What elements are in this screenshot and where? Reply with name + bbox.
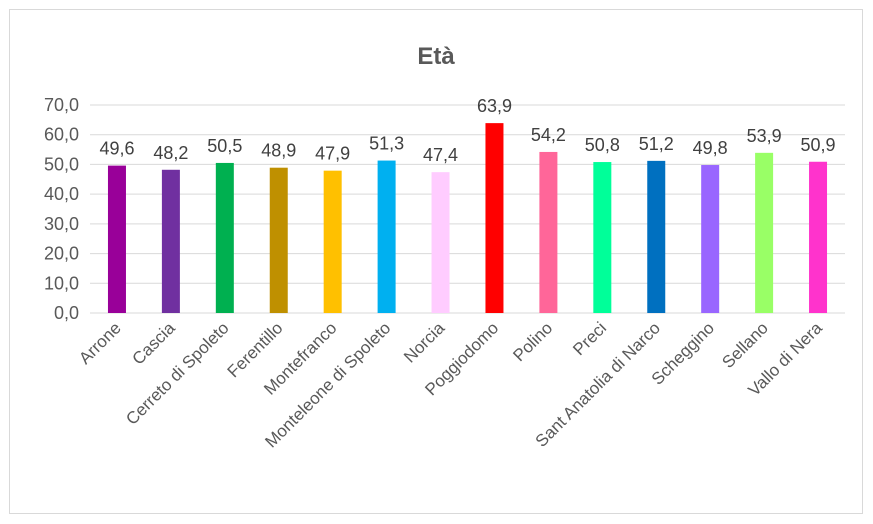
y-tick-label: 70,0 [44, 95, 79, 115]
data-label: 51,2 [639, 134, 674, 154]
chart-title: Età [417, 43, 455, 70]
x-category-label: Polino [509, 318, 556, 365]
bar [431, 172, 450, 313]
y-tick-label: 10,0 [44, 273, 79, 293]
bar [701, 165, 720, 313]
bar-chart: Età 0,0 10,0 20,0 30,0 40,0 50,0 60,0 70,0 49,6… [44, 43, 845, 451]
y-tick-label: 60,0 [44, 125, 79, 145]
y-tick-label: 30,0 [44, 214, 79, 234]
data-labels: 49,6 48,2 50,5 48,9 47,9 51,3 47,4 63,9 54,2 50,8… [99, 96, 835, 165]
data-label: 48,9 [261, 141, 296, 161]
chart-area: Età 0,0 10,0 20,0 30,0 40,0 50,0 60,0 70,0 49,6… [9, 9, 863, 514]
bar [107, 165, 126, 313]
bar [215, 162, 234, 313]
data-label: 47,4 [423, 145, 458, 165]
x-category-label: Preci [569, 318, 610, 359]
y-tick-label: 0,0 [54, 303, 79, 323]
data-label: 50,8 [585, 135, 620, 155]
y-tick-label: 20,0 [44, 244, 79, 264]
bar [809, 161, 828, 313]
bar [377, 160, 396, 313]
bar [647, 160, 666, 313]
bar [161, 169, 180, 313]
x-category-label: Cascia [129, 318, 180, 369]
data-label: 49,8 [693, 138, 728, 158]
data-label: 51,3 [369, 134, 404, 154]
bars [107, 123, 828, 313]
x-category-label: Arrone [75, 318, 125, 368]
data-label: 48,2 [153, 143, 188, 163]
data-label: 49,6 [99, 139, 134, 159]
bar [485, 123, 504, 313]
gridlines [90, 104, 845, 314]
x-category-label: Norcia [400, 318, 449, 367]
data-label: 50,9 [801, 135, 836, 155]
bar [539, 151, 558, 313]
x-category-label: Cerreto di Spoleto [122, 318, 232, 428]
data-label: 47,9 [315, 144, 350, 164]
y-tick-label: 40,0 [44, 184, 79, 204]
data-label: 50,5 [207, 136, 242, 156]
data-label: 63,9 [477, 96, 512, 116]
bar [323, 170, 342, 313]
x-category-label: Sellano [718, 318, 772, 372]
y-axis-ticks: 0,0 10,0 20,0 30,0 40,0 50,0 60,0 70,0 [44, 95, 79, 323]
y-tick-label: 50,0 [44, 154, 79, 174]
data-label: 53,9 [747, 126, 782, 146]
bar [593, 162, 612, 313]
data-label: 54,2 [531, 125, 566, 145]
bar [755, 152, 774, 313]
bar [269, 167, 288, 313]
